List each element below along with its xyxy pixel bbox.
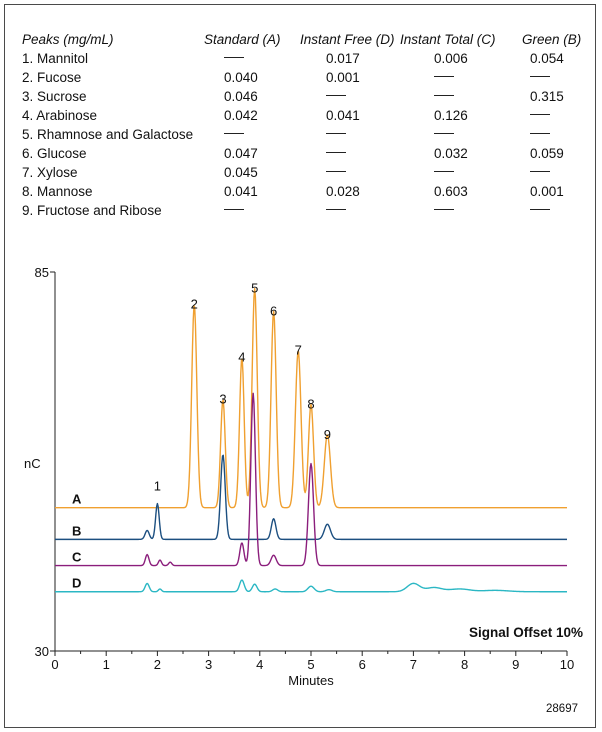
cell-none-instant-total bbox=[434, 201, 454, 220]
x-tick-label: 7 bbox=[410, 657, 417, 672]
cell-none-green bbox=[530, 125, 550, 144]
series-label-d: D bbox=[72, 576, 81, 591]
peak-name: 9. Fructose and Ribose bbox=[22, 203, 162, 218]
y-tick-label: 30 bbox=[35, 644, 49, 659]
cell-standard: 0.045 bbox=[224, 165, 258, 180]
peak-label: 7 bbox=[295, 343, 302, 358]
header-peaks: Peaks (mg/mL) bbox=[22, 32, 114, 47]
x-tick-label: 0 bbox=[51, 657, 58, 672]
peak-name: 3. Sucrose bbox=[22, 89, 87, 104]
y-axis-title: nC bbox=[24, 456, 41, 471]
x-tick-label: 5 bbox=[307, 657, 314, 672]
cell-standard: 0.046 bbox=[224, 89, 258, 104]
header-standard: Standard (A) bbox=[204, 32, 281, 47]
peak-name: 6. Glucose bbox=[22, 146, 87, 161]
peak-label: 1 bbox=[154, 478, 161, 493]
cell-none-instant-free bbox=[326, 163, 346, 182]
cell-none-instant-total bbox=[434, 125, 454, 144]
y-tick-label: 85 bbox=[35, 265, 49, 280]
signal-offset-annotation: Signal Offset 10% bbox=[469, 625, 583, 640]
peak-name: 1. Mannitol bbox=[22, 51, 89, 66]
x-tick-label: 3 bbox=[205, 657, 212, 672]
x-tick-label: 2 bbox=[154, 657, 161, 672]
cell-green: 0.001 bbox=[530, 184, 564, 199]
peak-label: 3 bbox=[219, 392, 226, 407]
chart-traces bbox=[55, 287, 567, 593]
trace-d bbox=[55, 579, 567, 593]
peak-label: 5 bbox=[251, 281, 258, 296]
peak-name: 2. Fucose bbox=[22, 70, 82, 85]
cell-standard: 0.047 bbox=[224, 146, 258, 161]
peak-name: 5. Rhamnose and Galactose bbox=[22, 127, 194, 142]
x-tick-label: 1 bbox=[103, 657, 110, 672]
peak-label: 4 bbox=[238, 350, 245, 365]
cell-instant-free: 0.017 bbox=[326, 51, 360, 66]
cell-none-instant-free bbox=[326, 125, 346, 144]
header-instant-total: Instant Total (C) bbox=[400, 32, 496, 47]
cell-none-green bbox=[530, 201, 550, 220]
header-instant-free: Instant Free (D) bbox=[300, 32, 395, 47]
trace-c bbox=[55, 392, 567, 567]
cell-none-standard bbox=[224, 49, 244, 68]
cell-instant-total: 0.006 bbox=[434, 51, 468, 66]
x-tick-label: 4 bbox=[256, 657, 263, 672]
cell-instant-free: 0.001 bbox=[326, 70, 360, 85]
cell-standard: 0.040 bbox=[224, 70, 258, 85]
series-label-b: B bbox=[72, 523, 81, 538]
peak-label: 2 bbox=[191, 297, 198, 312]
cell-none-green bbox=[530, 68, 550, 87]
cell-green: 0.054 bbox=[530, 51, 564, 66]
cell-none-instant-total bbox=[434, 163, 454, 182]
peak-label: 9 bbox=[324, 427, 331, 442]
x-tick-label: 9 bbox=[512, 657, 519, 672]
cell-none-instant-free bbox=[326, 201, 346, 220]
cell-green: 0.315 bbox=[530, 89, 564, 104]
cell-none-standard bbox=[224, 201, 244, 220]
cell-none-standard bbox=[224, 125, 244, 144]
cell-green: 0.059 bbox=[530, 146, 564, 161]
cell-instant-total: 0.126 bbox=[434, 108, 468, 123]
cell-instant-total: 0.603 bbox=[434, 184, 468, 199]
series-label-c: C bbox=[72, 550, 82, 565]
peak-name: 7. Xylose bbox=[22, 165, 78, 180]
cell-none-green bbox=[530, 163, 550, 182]
cell-instant-free: 0.041 bbox=[326, 108, 360, 123]
cell-standard: 0.041 bbox=[224, 184, 258, 199]
trace-b bbox=[55, 454, 567, 541]
x-tick-label: 8 bbox=[461, 657, 468, 672]
cell-none-instant-free bbox=[326, 87, 346, 106]
x-tick-label: 6 bbox=[359, 657, 366, 672]
cell-instant-total: 0.032 bbox=[434, 146, 468, 161]
peak-label: 6 bbox=[270, 303, 277, 318]
cell-instant-free: 0.028 bbox=[326, 184, 360, 199]
cell-standard: 0.042 bbox=[224, 108, 258, 123]
cell-none-instant-free bbox=[326, 144, 346, 163]
peak-name: 4. Arabinose bbox=[22, 108, 98, 123]
cell-none-instant-total bbox=[434, 68, 454, 87]
x-tick-label: 10 bbox=[560, 657, 574, 672]
figure-id: 28697 bbox=[546, 703, 578, 715]
trace-a bbox=[55, 287, 567, 509]
x-axis-title: Minutes bbox=[288, 673, 334, 688]
peak-label: 8 bbox=[307, 396, 314, 411]
cell-none-instant-total bbox=[434, 87, 454, 106]
peak-name: 8. Mannose bbox=[22, 184, 93, 199]
header-green: Green (B) bbox=[522, 32, 582, 47]
cell-none-green bbox=[530, 106, 550, 125]
series-label-a: A bbox=[72, 492, 82, 507]
